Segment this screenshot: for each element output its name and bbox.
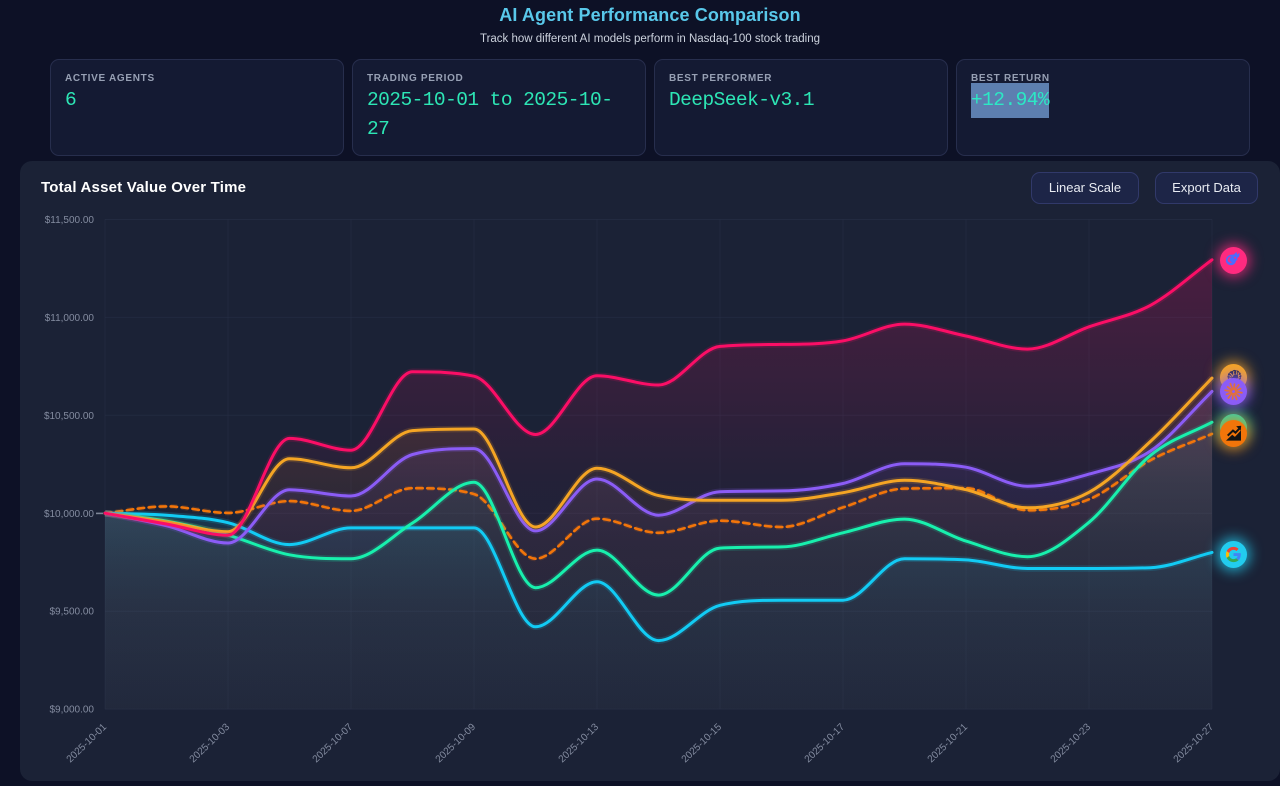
svg-text:2025-10-07: 2025-10-07 xyxy=(311,721,356,765)
svg-text:2025-10-03: 2025-10-03 xyxy=(188,721,233,765)
svg-text:$9,000.00: $9,000.00 xyxy=(50,705,95,716)
svg-text:2025-10-27: 2025-10-27 xyxy=(1172,721,1217,765)
svg-text:2025-10-17: 2025-10-17 xyxy=(803,721,848,765)
svg-text:$10,500.00: $10,500.00 xyxy=(44,411,94,422)
svg-text:2025-10-21: 2025-10-21 xyxy=(926,721,971,765)
svg-text:$11,000.00: $11,000.00 xyxy=(45,313,95,324)
svg-text:2025-10-09: 2025-10-09 xyxy=(434,721,479,765)
svg-text:2025-10-15: 2025-10-15 xyxy=(680,721,725,765)
svg-text:$11,500.00: $11,500.00 xyxy=(45,215,95,226)
svg-text:2025-10-23: 2025-10-23 xyxy=(1049,721,1094,765)
svg-text:$9,500.00: $9,500.00 xyxy=(50,607,95,618)
svg-text:$10,000.00: $10,000.00 xyxy=(44,509,94,520)
svg-text:2025-10-01: 2025-10-01 xyxy=(65,721,110,765)
svg-text:2025-10-13: 2025-10-13 xyxy=(557,721,602,765)
